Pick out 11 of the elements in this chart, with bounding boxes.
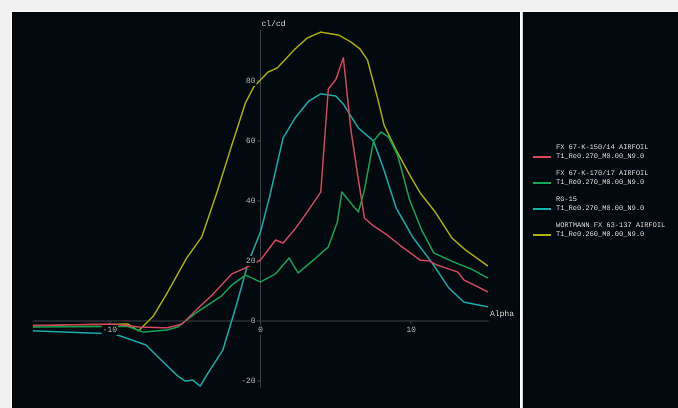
- x-tick-label: -10: [102, 326, 118, 336]
- x-tick-label: 10: [406, 326, 416, 336]
- y-axis-title: cl/cd: [262, 20, 286, 30]
- y-tick-label: 80: [246, 77, 256, 86]
- y-tick-label: -20: [241, 377, 256, 386]
- x-tick-label: 0: [258, 326, 264, 336]
- y-tick-label: 0: [250, 317, 256, 326]
- y-tick-label: 60: [246, 137, 256, 146]
- y-tick-label: 40: [246, 197, 256, 206]
- x-axis-title: Alpha: [490, 310, 514, 320]
- y-tick-label: 20: [246, 257, 256, 266]
